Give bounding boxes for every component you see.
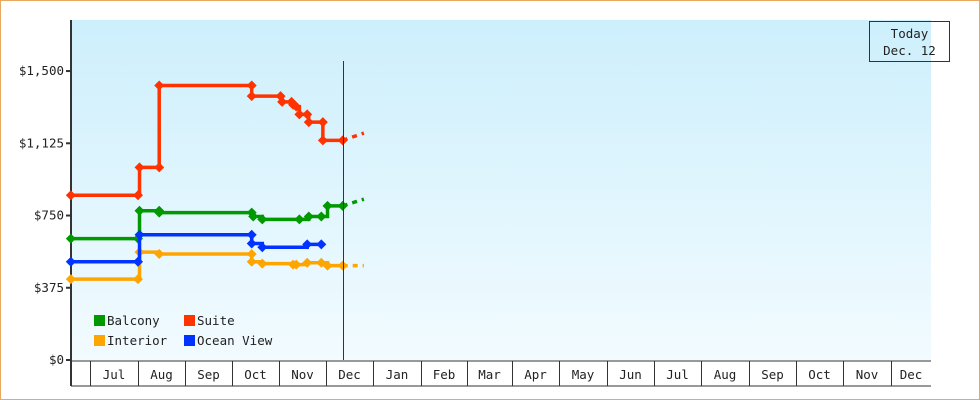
legend-label: Balcony: [107, 313, 160, 328]
x-tick-label: Jul: [666, 367, 689, 382]
data-point-balcony: [134, 205, 145, 216]
x-tick-label: Apr: [524, 367, 547, 382]
x-tick-label: Oct: [244, 367, 267, 382]
data-point-balcony: [154, 207, 165, 218]
legend-swatch: [94, 335, 105, 346]
plot-area: [71, 20, 931, 360]
data-point-suite: [317, 117, 328, 128]
data-point-interior: [246, 249, 257, 260]
data-point-interior: [246, 256, 257, 267]
data-point-interior: [133, 274, 143, 285]
data-point-suite: [134, 162, 145, 173]
data-point-suite: [337, 135, 348, 146]
legend-swatch: [184, 335, 195, 346]
today-box: [869, 21, 950, 62]
data-point-interior: [291, 259, 302, 270]
y-tick-label: $0: [49, 352, 64, 367]
data-point-suite: [317, 135, 328, 146]
data-point-suite: [154, 162, 165, 173]
data-point-interior: [257, 258, 268, 269]
x-tick-label: Feb: [433, 367, 456, 382]
data-point-balcony: [294, 214, 305, 225]
data-point-suite: [303, 117, 314, 128]
data-point-suite: [277, 96, 288, 107]
x-tick-label: Jun: [619, 367, 642, 382]
x-tick-label: Aug: [150, 367, 173, 382]
data-point-suite: [294, 109, 305, 120]
data-point-suite: [154, 80, 165, 91]
x-tick-label: Sep: [761, 367, 784, 382]
x-tick-label: Nov: [291, 367, 314, 382]
data-point-suite: [246, 91, 257, 102]
x-tick-label: Jul: [103, 367, 126, 382]
x-tick-label: Jan: [386, 367, 409, 382]
x-tick-label: Dec: [900, 367, 923, 382]
data-point-ocean-view: [65, 256, 76, 267]
legend-swatch: [184, 315, 195, 326]
data-point-interior: [302, 257, 313, 268]
x-tick-label: Dec: [338, 367, 361, 382]
data-point-balcony: [257, 214, 268, 225]
data-point-balcony: [303, 211, 314, 222]
legend-label: Suite: [197, 313, 235, 328]
data-point-suite: [65, 190, 76, 201]
legend-swatch: [94, 315, 105, 326]
data-point-interior: [337, 260, 348, 271]
x-tick-label: Sep: [197, 367, 220, 382]
x-tick-label: Mar: [478, 367, 501, 382]
y-tick-label: $750: [34, 208, 64, 223]
data-point-ocean-view: [257, 242, 268, 253]
y-tick-label: $375: [34, 280, 64, 295]
data-point-balcony: [248, 211, 259, 222]
data-point-interior: [322, 260, 333, 271]
data-point-balcony: [65, 233, 76, 244]
data-point-ocean-view: [246, 238, 257, 249]
data-point-ocean-view: [134, 229, 145, 240]
legend-label: Interior: [107, 333, 168, 348]
data-point-balcony: [322, 200, 333, 211]
y-tick-label: $1,125: [19, 135, 64, 150]
x-tick-label: May: [572, 367, 595, 382]
data-point-balcony: [316, 211, 327, 222]
data-point-interior: [65, 274, 76, 285]
y-tick-label: $1,500: [19, 63, 64, 78]
today-date: Dec. 12: [883, 43, 936, 58]
data-point-interior: [154, 249, 165, 260]
data-point-ocean-view: [302, 239, 313, 250]
data-point-suite: [246, 80, 257, 91]
x-tick-label: Aug: [714, 367, 737, 382]
data-point-suite: [133, 190, 143, 201]
today-label: Today: [891, 26, 929, 41]
data-point-suite: [302, 109, 313, 120]
data-point-ocean-view: [316, 239, 327, 250]
data-point-suite: [291, 101, 302, 112]
x-tick-label: Nov: [856, 367, 879, 382]
data-point-balcony: [337, 200, 348, 211]
legend-label: Ocean View: [197, 333, 273, 348]
x-tick-label: Oct: [808, 367, 831, 382]
data-point-ocean-view: [133, 256, 143, 267]
data-point-ocean-view: [246, 229, 257, 240]
